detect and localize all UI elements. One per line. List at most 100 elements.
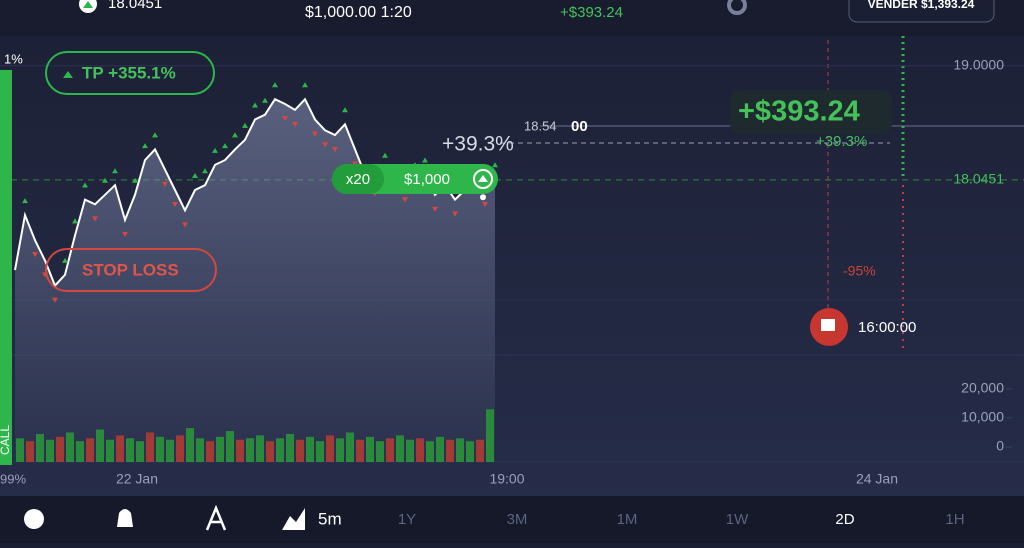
amount: $1,000: [404, 171, 450, 188]
volume-bar: [66, 432, 74, 462]
volume-bar: [76, 441, 84, 462]
deal-tag-mult: [332, 164, 384, 194]
volume-bar: [136, 441, 144, 462]
up-marker: [82, 182, 88, 188]
bottom-left-percent: 99%: [0, 471, 26, 486]
volume-bar: [216, 436, 224, 462]
profit-big: +$393.24: [738, 96, 860, 128]
volume-bar: [16, 438, 24, 462]
profit-percent: +39.3%: [816, 133, 867, 150]
tp-icon: [63, 71, 73, 78]
volume-bar: [146, 432, 154, 462]
current-price: 18.54: [524, 118, 557, 133]
volume-tick-label: 20,000: [961, 380, 1004, 396]
x-label: 24 Jan: [856, 471, 898, 487]
up-marker: [132, 177, 138, 183]
asset-icon-arrow: [83, 1, 93, 8]
up-marker: [342, 107, 348, 113]
up-marker: [252, 102, 258, 108]
multiplier: x20: [346, 171, 370, 188]
volume-bar: [316, 441, 324, 462]
volume-bar: [416, 438, 424, 462]
volume-bar: [126, 438, 134, 462]
info-icon[interactable]: [24, 509, 44, 529]
flag-icon: [821, 319, 835, 331]
toolbar: [0, 496, 1024, 543]
take-profit[interactable]: [45, 51, 215, 95]
up-marker: [152, 132, 158, 138]
volume-tick-label: 0: [996, 438, 1004, 454]
volume-bar: [186, 428, 194, 462]
loss-percent: -95%: [843, 263, 876, 279]
y-tick-label: 18.0451: [953, 171, 1004, 187]
volume-bar: [346, 432, 354, 462]
up-marker: [192, 173, 198, 179]
interval[interactable]: 5m: [318, 509, 342, 528]
volume-tick-label: 10,000: [961, 409, 1004, 425]
up-marker: [492, 162, 498, 168]
call-label: CALL: [0, 425, 12, 455]
period[interactable]: 1M: [617, 511, 638, 528]
take-profit-label[interactable]: TP +355.1%: [82, 63, 176, 82]
up-marker: [102, 177, 108, 183]
up-marker: [112, 168, 118, 174]
up-marker: [302, 82, 308, 88]
call-bar: [0, 70, 12, 465]
sell-button[interactable]: [848, 0, 995, 23]
deal-percent: +39.3%: [442, 133, 514, 156]
investment: $1,000.00 1:20: [305, 4, 412, 21]
chart-type-icon[interactable]: [282, 508, 305, 530]
period[interactable]: 1W: [726, 511, 749, 528]
volume-bar: [386, 438, 394, 462]
volume-bar: [456, 438, 464, 462]
stop-loss[interactable]: [45, 248, 217, 292]
up-marker: [212, 147, 218, 153]
down-marker: [312, 131, 318, 137]
volume-bar: [116, 435, 124, 462]
profit: +$393.24: [560, 4, 623, 21]
up-marker: [272, 82, 278, 88]
volume-bar: [396, 435, 404, 462]
period[interactable]: 1H: [945, 511, 964, 528]
last-point: [480, 194, 486, 201]
down-marker: [482, 202, 488, 208]
up-marker: [422, 157, 428, 163]
volume-bar: [26, 441, 34, 462]
y-tick-label: 19.0000: [953, 56, 1004, 72]
asset-price: 18.0451: [108, 0, 162, 12]
stop-loss-label[interactable]: STOP LOSS: [82, 260, 179, 279]
down-marker: [162, 181, 168, 187]
x-label: 19:00: [489, 471, 524, 487]
up-marker: [232, 132, 238, 138]
volume-bar: [46, 439, 54, 462]
sell-button-label[interactable]: VENDER $1,393.24: [868, 0, 975, 11]
down-marker: [282, 115, 288, 121]
volume-bar: [306, 436, 314, 462]
up-marker: [72, 218, 78, 224]
up-marker: [142, 143, 148, 149]
settings-icon[interactable]: [727, 0, 747, 15]
volume-bar: [206, 441, 214, 462]
period[interactable]: 3M: [507, 511, 528, 528]
draw-icon[interactable]: [205, 504, 227, 531]
volume-bar: [36, 433, 44, 462]
down-marker: [332, 147, 338, 153]
deal-icon: [473, 169, 493, 189]
volume-bar: [426, 441, 434, 462]
deal-icon-arrow: [478, 175, 488, 182]
volume-bar: [176, 435, 184, 462]
expiry-time: 16:00:00: [858, 319, 916, 336]
alert-icon[interactable]: [117, 509, 133, 527]
volume-bar: [326, 435, 334, 462]
x-label: 22 Jan: [116, 471, 158, 487]
period[interactable]: 2D: [835, 511, 854, 528]
left-percent: 1%: [4, 51, 23, 66]
up-marker: [382, 152, 388, 158]
volume-bar: [436, 436, 444, 462]
volume-bar: [356, 439, 364, 462]
down-marker: [432, 206, 438, 212]
volume-bar: [196, 438, 204, 462]
period[interactable]: 1Y: [398, 511, 416, 528]
down-marker: [122, 231, 128, 237]
